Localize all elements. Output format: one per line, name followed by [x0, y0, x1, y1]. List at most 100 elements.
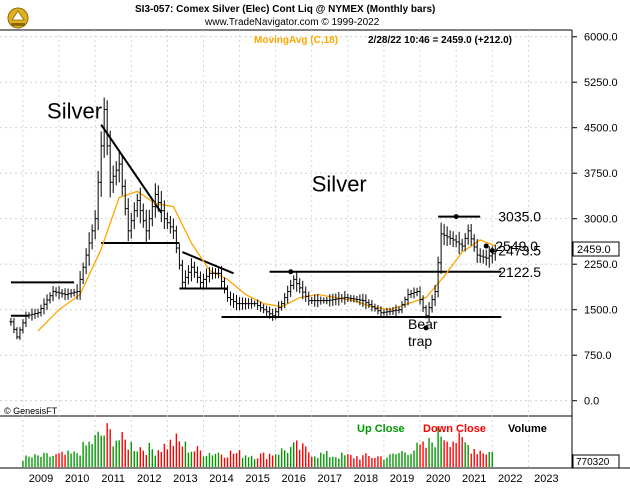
- price-bar: [138, 187, 142, 224]
- price-bar: [430, 294, 434, 313]
- price-bar: [48, 292, 52, 304]
- price-bar: [439, 222, 443, 274]
- price-bar: [298, 278, 302, 294]
- trendline: [182, 251, 234, 275]
- price-bar: [114, 161, 118, 186]
- price-bar: [207, 267, 211, 283]
- price-bar: [268, 306, 272, 319]
- price-bar: [451, 231, 455, 248]
- price-bar: [274, 308, 278, 320]
- x-tick-label: 2022: [498, 473, 522, 485]
- volume-value: 770320: [576, 457, 610, 468]
- price-bar: [250, 298, 254, 309]
- moving-average-label: MovingAvg (C,18): [254, 35, 338, 46]
- price-bar: [223, 277, 227, 294]
- price-bar: [90, 224, 94, 250]
- y-tick-label: 1500.0: [584, 305, 618, 317]
- price-bar: [63, 288, 67, 301]
- price-bar: [385, 307, 389, 317]
- price-bar: [466, 224, 470, 245]
- price-bar: [403, 296, 407, 308]
- price-bar: [132, 202, 136, 230]
- price-bar: [123, 179, 127, 216]
- price-bar: [24, 311, 28, 328]
- legend-up-close: Up Close: [357, 423, 405, 435]
- price-bar: [78, 271, 82, 300]
- y-tick-label: 2250.0: [584, 259, 618, 271]
- price-bar: [229, 291, 233, 306]
- bear-trap-label: Bear: [408, 316, 438, 332]
- price-bar: [352, 295, 356, 303]
- y-tick-label: 5250.0: [584, 77, 618, 89]
- x-tick-label: 2021: [462, 473, 486, 485]
- price-bars: [9, 97, 497, 340]
- price-bar: [27, 312, 31, 319]
- price-bar: [220, 266, 223, 289]
- price-bar: [367, 299, 371, 309]
- price-bar: [60, 289, 64, 298]
- price-bar: [487, 246, 491, 268]
- price-bar: [18, 327, 22, 340]
- price-bar: [156, 185, 160, 212]
- price-bar: [313, 294, 317, 307]
- price-bar: [195, 266, 199, 284]
- price-bar: [433, 284, 437, 307]
- price-bar: [463, 233, 467, 252]
- price-bar: [376, 304, 380, 315]
- price-bar: [331, 293, 335, 306]
- quote-text: 2/28/22 10:46 = 2459.0 (+212.0): [368, 35, 512, 46]
- price-bar: [54, 287, 58, 297]
- price-bar: [481, 249, 485, 264]
- price-bar: [325, 296, 329, 305]
- price-bar: [445, 226, 449, 247]
- price-bar: [135, 193, 139, 218]
- price-bar: [147, 209, 151, 240]
- price-bar: [238, 297, 242, 311]
- price-bar: [277, 301, 281, 319]
- price-bar: [388, 307, 392, 316]
- price-bar: [295, 271, 299, 292]
- price-bar: [349, 294, 353, 302]
- price-bar: [198, 271, 202, 289]
- price-bar: [460, 238, 464, 252]
- price-bar: [9, 317, 13, 326]
- x-tick-label: 2014: [209, 473, 233, 485]
- price-bar: [186, 265, 190, 285]
- y-tick-label: 750.0: [584, 350, 612, 362]
- price-bar: [45, 294, 49, 310]
- price-bar: [283, 292, 287, 309]
- price-bar: [346, 293, 350, 302]
- price-bar: [328, 294, 332, 307]
- price-level-label: 3035.0: [498, 209, 541, 225]
- silver-label: Silver: [312, 171, 367, 196]
- logo-icon: [7, 7, 29, 29]
- x-tick-label: 2020: [426, 473, 450, 485]
- price-bar: [316, 294, 320, 308]
- price-bar: [192, 261, 196, 278]
- price-bar: [33, 308, 37, 319]
- pivot-marker: [288, 269, 294, 275]
- pivot-marker: [423, 325, 429, 331]
- price-bar: [162, 200, 166, 229]
- price-bar: [87, 232, 91, 266]
- price-bar: [259, 301, 263, 312]
- price-bar: [66, 288, 70, 300]
- price-bar: [105, 100, 109, 156]
- price-bar: [373, 303, 377, 312]
- price-bar: [159, 191, 163, 223]
- price-bar: [102, 97, 106, 158]
- x-tick-label: 2018: [354, 473, 378, 485]
- pivot-marker: [453, 214, 459, 220]
- price-bar: [421, 295, 425, 313]
- price-bar: [96, 170, 100, 231]
- x-tick-label: 2011: [101, 473, 125, 485]
- price-bar: [427, 302, 431, 322]
- price-bar: [72, 288, 76, 297]
- price-bar: [412, 287, 416, 299]
- price-bar: [108, 130, 112, 198]
- price-bar: [57, 286, 61, 300]
- price-bar: [364, 294, 368, 309]
- y-tick-label: 4500.0: [584, 123, 618, 135]
- x-tick-label: 2016: [281, 473, 305, 485]
